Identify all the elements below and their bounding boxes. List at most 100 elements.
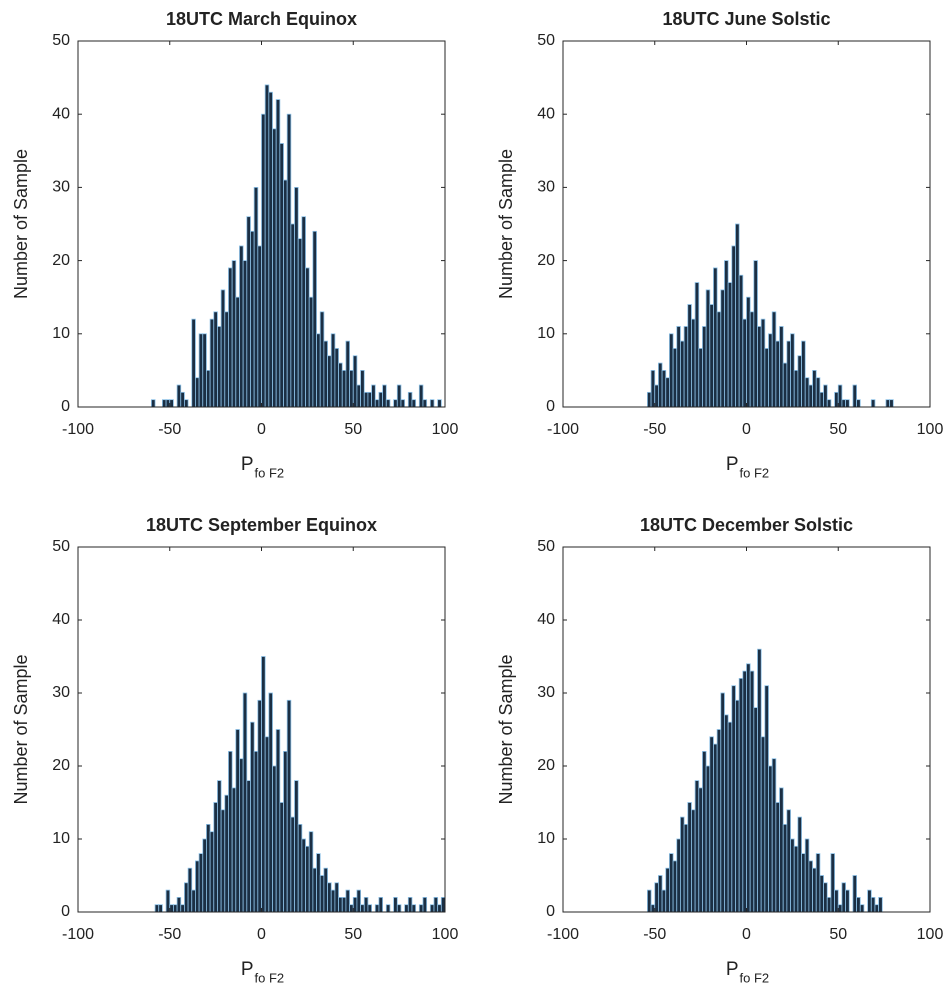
bar (319, 311, 325, 408)
bar (775, 802, 780, 913)
bar (286, 113, 292, 408)
bar (367, 391, 372, 408)
y-tick-label: 30 (537, 684, 555, 701)
bar (308, 831, 314, 913)
y-tick-label: 40 (537, 105, 555, 122)
bar (705, 289, 711, 408)
bar (676, 838, 681, 913)
x-label-sub: fo F2 (740, 970, 770, 985)
bar (812, 867, 817, 913)
bar (727, 282, 733, 408)
bar (422, 897, 428, 913)
bar (305, 267, 310, 408)
x-tick-label: -100 (62, 926, 94, 943)
y-tick-label: 10 (537, 830, 555, 847)
bar (797, 816, 802, 913)
bar (257, 245, 262, 408)
bar (823, 882, 828, 913)
x-tick-label: -50 (158, 421, 181, 438)
bar (786, 340, 791, 408)
y-tick-label: 50 (52, 32, 70, 49)
bar (760, 736, 766, 913)
bar (826, 399, 832, 408)
bar (213, 311, 218, 408)
bar (650, 904, 656, 913)
bar (312, 230, 317, 408)
bar (231, 260, 237, 408)
bar (859, 904, 865, 913)
bar (878, 897, 883, 913)
bar (378, 897, 384, 913)
bar (242, 692, 248, 913)
y-tick-label: 20 (537, 252, 555, 269)
bar (665, 867, 670, 913)
bar (793, 845, 799, 913)
bar (176, 897, 182, 913)
bar (429, 904, 435, 913)
bar (757, 648, 762, 913)
bar (338, 897, 343, 913)
bar (437, 904, 442, 913)
y-tick-label: 10 (52, 830, 70, 847)
y-tick-label: 40 (52, 105, 70, 122)
bar (716, 311, 722, 408)
bar (819, 875, 824, 913)
bar (206, 369, 211, 408)
bar (654, 882, 659, 913)
bar (661, 369, 667, 408)
bar (716, 729, 722, 913)
bar (764, 685, 769, 913)
bar (363, 897, 369, 913)
bar (275, 99, 281, 408)
bar (231, 787, 237, 913)
bar (220, 809, 226, 913)
bar (360, 369, 365, 408)
x-tick-label: 100 (432, 421, 459, 438)
bar (261, 656, 266, 913)
bar (418, 384, 424, 408)
x-tick-label: 0 (742, 926, 751, 943)
bar (294, 780, 299, 913)
bar (746, 663, 751, 913)
bar (837, 904, 843, 913)
bar (698, 787, 703, 913)
bar (228, 751, 233, 913)
x-tick-label: -50 (643, 421, 666, 438)
bar (224, 311, 229, 408)
bar (374, 399, 380, 408)
bar (753, 707, 758, 913)
x-tick-label: 100 (432, 926, 459, 943)
bar (658, 362, 663, 408)
bar (760, 318, 766, 408)
bar (283, 179, 288, 408)
bar (158, 904, 163, 913)
y-tick-label: 50 (52, 538, 70, 555)
bar (224, 794, 229, 913)
bar (275, 729, 281, 913)
bar (312, 867, 317, 913)
bar (184, 399, 189, 408)
bar (647, 889, 652, 913)
bar (323, 340, 328, 408)
bar (239, 758, 244, 913)
bar (272, 128, 277, 408)
bar (165, 399, 171, 408)
bar (330, 333, 336, 408)
x-tick-label: 0 (257, 421, 266, 438)
bar (661, 889, 667, 913)
bar (176, 384, 182, 408)
bar (235, 296, 240, 408)
y-label: Number of Sample (496, 149, 516, 299)
bar (698, 348, 703, 408)
bar (162, 399, 167, 408)
bar (771, 311, 777, 408)
x-tick-label: 50 (829, 421, 847, 438)
bar (808, 384, 813, 408)
bar (345, 340, 350, 408)
bar (253, 751, 259, 913)
bar (154, 904, 160, 913)
bar (683, 326, 689, 408)
bar (268, 692, 273, 913)
bar (665, 377, 670, 408)
